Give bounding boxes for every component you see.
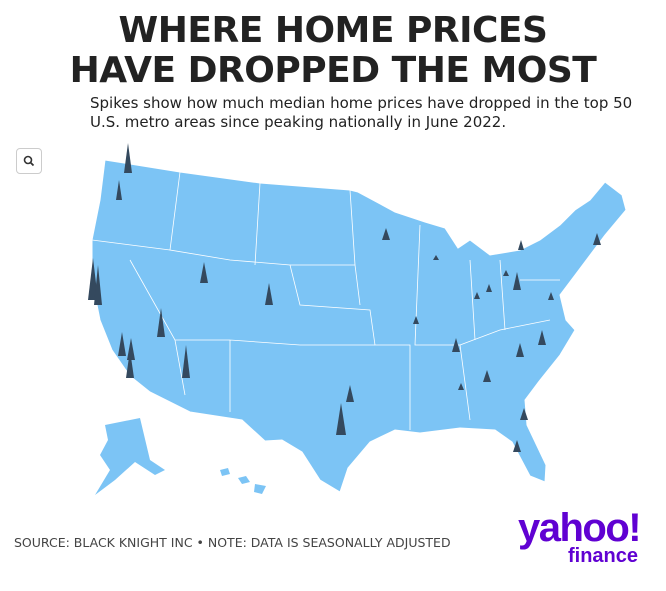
- logo: finance: [568, 545, 639, 567]
- logo: yahoo!: [518, 506, 642, 550]
- source-note: SOURCE: BLACK KNIGHT INC • NOTE: DATA IS…: [14, 535, 451, 550]
- spikes: [88, 143, 601, 452]
- search-button[interactable]: [16, 148, 42, 174]
- subtitle: Spikes show how much median home prices …: [90, 94, 633, 131]
- hawaii: [220, 468, 266, 494]
- map: [88, 143, 627, 495]
- contiguous-us: [91, 159, 627, 493]
- state-borders: [91, 171, 560, 430]
- title-line: WHERE HOME PRICES: [118, 10, 548, 51]
- title-line: HAVE DROPPED THE MOST: [69, 50, 597, 91]
- alaska: [95, 418, 165, 495]
- search-icon: [23, 155, 35, 167]
